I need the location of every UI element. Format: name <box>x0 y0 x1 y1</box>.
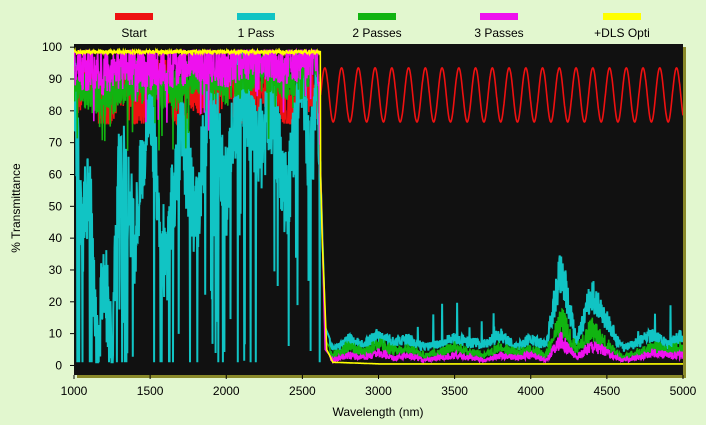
legend-label-dls-opti: +DLS Opti <box>594 26 650 40</box>
x-axis-label: Wavelength (nm) <box>333 405 424 419</box>
x-tick-label: 5000 <box>670 384 697 398</box>
x-tick-label: 2500 <box>289 384 316 398</box>
y-axis-label: % Transmittance <box>9 163 23 253</box>
x-tick-label: 4500 <box>594 384 621 398</box>
x-tick-label: 1000 <box>61 384 88 398</box>
y-tick-label: 20 <box>49 295 63 309</box>
series-line-2-passes <box>74 49 683 362</box>
series-line-dls-opti <box>74 46 683 365</box>
y-tick-label: 90 <box>49 72 63 86</box>
x-tick-label: 1500 <box>137 384 164 398</box>
x-tick-label: 3000 <box>365 384 392 398</box>
legend-label-1-pass: 1 Pass <box>238 26 275 40</box>
y-tick-label: 100 <box>42 40 62 54</box>
series-line-1-pass <box>74 52 683 364</box>
legend-label-start: Start <box>121 26 147 40</box>
legend-swatch-start <box>115 13 153 20</box>
legend-swatch-3-passes <box>480 13 518 20</box>
y-tick-label: 60 <box>49 167 63 181</box>
y-tick-label: 10 <box>49 327 63 341</box>
y-tick-label: 30 <box>49 263 63 277</box>
x-tick-label: 4000 <box>517 384 544 398</box>
x-tick-label: 3500 <box>441 384 468 398</box>
y-tick-label: 50 <box>49 199 63 213</box>
legend-swatch-dls-opti <box>603 13 641 20</box>
legend-swatch-2-passes <box>358 13 396 20</box>
legend-label-2-passes: 2 Passes <box>352 26 401 40</box>
legend-swatch-1-pass <box>237 13 275 20</box>
y-tick-label: 0 <box>55 358 62 372</box>
y-tick-label: 80 <box>49 104 63 118</box>
series-line-3-passes <box>74 47 683 365</box>
x-tick-label: 2000 <box>213 384 240 398</box>
y-tick-label: 70 <box>49 136 63 150</box>
y-tick-label: 40 <box>49 231 63 245</box>
legend-label-3-passes: 3 Passes <box>474 26 523 40</box>
